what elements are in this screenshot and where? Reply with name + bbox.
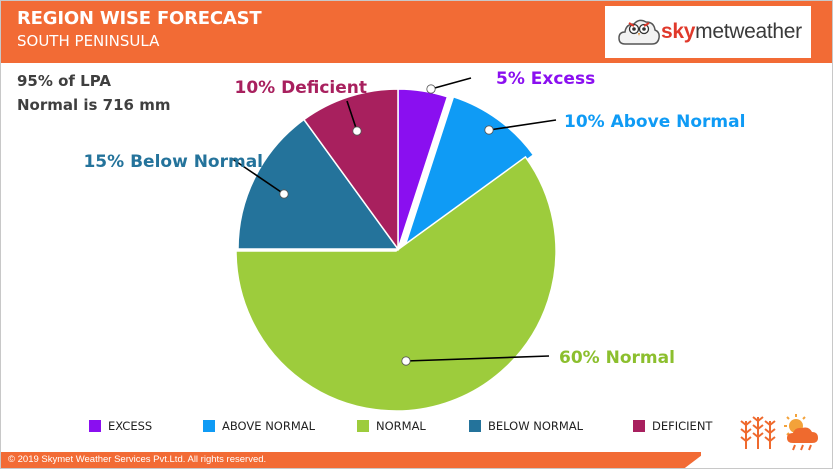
page-subtitle: SOUTH PENINSULA xyxy=(17,32,160,50)
legend-swatch xyxy=(89,420,101,432)
legend-item-above-normal: ABOVE NORMAL xyxy=(203,419,315,433)
logo-text: skymetweather xyxy=(661,20,802,44)
legend-label: DEFICIENT xyxy=(652,419,713,433)
pie-slice-below-normal xyxy=(237,118,400,250)
pie-chart: 5% Excess 10% Above Normal 60% Normal 15% B… xyxy=(83,69,745,412)
normal-rainfall: Normal is 716 mm xyxy=(17,96,171,114)
lpa-info: 95% of LPA Normal is 716 mm xyxy=(17,69,170,117)
logo-text-sky: sky xyxy=(661,20,696,43)
skymet-logo: skymetweather xyxy=(605,6,811,58)
copyright-text: © 2019 Skymet Weather Services Pvt.Ltd. … xyxy=(8,454,267,465)
logo-text-rest: metweather xyxy=(695,20,802,43)
legend-item-excess: EXCESS xyxy=(89,419,152,433)
label-dot-below-normal xyxy=(279,189,289,199)
slice-label-deficient: 10% Deficient xyxy=(234,78,367,98)
legend-item-below-normal: BELOW NORMAL xyxy=(469,419,583,433)
pie-slice-deficient xyxy=(302,88,399,252)
leader-line-normal xyxy=(405,355,550,362)
legend-swatch xyxy=(633,420,645,432)
pie-slice-above-normal xyxy=(402,95,535,251)
footer-bar: © 2019 Skymet Weather Services Pvt.Ltd. … xyxy=(1,452,832,468)
lpa-percent: 95% of LPA xyxy=(17,72,111,90)
legend-swatch xyxy=(203,420,215,432)
sun-cloud-rain-icon xyxy=(784,414,818,451)
page-title: REGION WISE FORECAST xyxy=(17,8,262,29)
chart-legend: EXCESS ABOVE NORMAL NORMAL BELOW NORMAL DEFI… xyxy=(89,419,729,437)
wheat-crop-icon xyxy=(740,416,776,449)
label-dot-normal xyxy=(401,356,411,366)
leader-line-deficient xyxy=(346,100,358,132)
legend-label: EXCESS xyxy=(108,419,153,433)
cloud-owl-logo-icon xyxy=(618,19,660,45)
slice-label-above-normal: 10% Above Normal xyxy=(564,112,745,132)
legend-swatch xyxy=(469,420,481,432)
legend-swatch xyxy=(357,420,369,432)
leader-line-above-normal xyxy=(488,119,557,131)
legend-label: ABOVE NORMAL xyxy=(222,419,316,433)
pie-slice-normal xyxy=(235,155,557,412)
legend-item-normal: NORMAL xyxy=(357,419,426,433)
footer-orange-band: © 2019 Skymet Weather Services Pvt.Ltd. … xyxy=(1,452,706,468)
leader-line-excess xyxy=(430,77,472,90)
label-dot-deficient xyxy=(352,126,362,136)
footer-white-band xyxy=(701,452,832,468)
legend-label: BELOW NORMAL xyxy=(488,419,584,433)
slice-label-normal: 60% Normal xyxy=(559,348,675,368)
header-bar: REGION WISE FORECAST SOUTH PENINSULA sky… xyxy=(1,1,832,63)
slice-label-below-normal: 15% Below Normal xyxy=(83,152,263,172)
legend-item-deficient: DEFICIENT xyxy=(633,419,712,433)
leader-line-below-normal xyxy=(230,157,285,195)
legend-label: NORMAL xyxy=(376,419,426,433)
label-dot-excess xyxy=(426,84,436,94)
slice-label-excess: 5% Excess xyxy=(496,69,595,89)
label-dot-above-normal xyxy=(484,125,494,135)
